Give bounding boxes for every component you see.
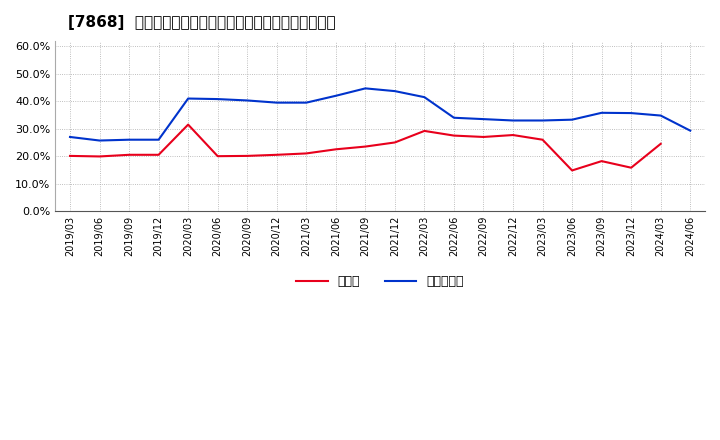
有利子負債 bbox=[243, 98, 251, 103]
現顔金 bbox=[390, 140, 399, 145]
有利子負債 bbox=[331, 93, 340, 99]
現顔金 bbox=[125, 152, 133, 158]
有利子負債 bbox=[480, 117, 488, 122]
Line: 現顔金: 現顔金 bbox=[70, 125, 661, 170]
有利子負債 bbox=[154, 137, 163, 143]
現顔金 bbox=[539, 137, 547, 143]
現顔金 bbox=[213, 154, 222, 159]
Legend: 現顔金, 有利子負債: 現顔金, 有利子負債 bbox=[292, 270, 469, 293]
現顔金 bbox=[509, 132, 518, 138]
有利子負債 bbox=[184, 96, 192, 101]
有利子負債 bbox=[302, 100, 310, 105]
有利子負債 bbox=[272, 100, 281, 105]
現顔金 bbox=[154, 152, 163, 158]
現顔金 bbox=[420, 128, 428, 134]
有利子負債 bbox=[568, 117, 577, 122]
有利子負債 bbox=[125, 137, 133, 143]
Text: [7868]  現顔金、有利子負債の総資産に対する比率の推移: [7868] 現顔金、有利子負債の総資産に対する比率の推移 bbox=[68, 15, 336, 30]
現顔金 bbox=[449, 133, 458, 138]
現顔金 bbox=[598, 158, 606, 164]
有利子負債 bbox=[213, 96, 222, 102]
現顔金 bbox=[331, 147, 340, 152]
現顔金 bbox=[480, 134, 488, 139]
現顔金 bbox=[657, 141, 665, 147]
有利子負債 bbox=[539, 118, 547, 123]
有利子負債 bbox=[657, 113, 665, 118]
現顔金 bbox=[66, 153, 74, 158]
現顔金 bbox=[272, 152, 281, 158]
有利子負債 bbox=[627, 110, 636, 116]
有利子負債 bbox=[95, 138, 104, 143]
有利子負債 bbox=[449, 115, 458, 121]
有利子負債 bbox=[66, 134, 74, 139]
有利子負債 bbox=[686, 128, 695, 133]
有利子負債 bbox=[361, 86, 369, 91]
Line: 有利子負債: 有利子負債 bbox=[70, 88, 690, 140]
有利子負債 bbox=[420, 95, 428, 100]
現顔金 bbox=[568, 168, 577, 173]
現顔金 bbox=[243, 153, 251, 158]
有利子負債 bbox=[598, 110, 606, 115]
現顔金 bbox=[184, 122, 192, 127]
現顔金 bbox=[361, 144, 369, 149]
有利子負債 bbox=[509, 118, 518, 123]
現顔金 bbox=[95, 154, 104, 159]
現顔金 bbox=[627, 165, 636, 170]
現顔金 bbox=[302, 151, 310, 156]
有利子負債 bbox=[390, 88, 399, 94]
